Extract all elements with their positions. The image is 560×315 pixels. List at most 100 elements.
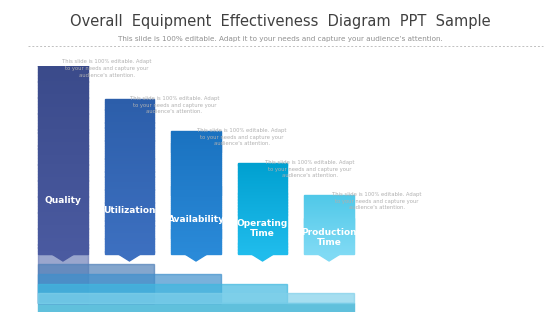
Bar: [171, 139, 221, 141]
Bar: [38, 69, 88, 72]
Bar: [38, 84, 88, 88]
Bar: [171, 235, 221, 238]
Bar: [237, 242, 287, 243]
Bar: [171, 166, 221, 168]
Bar: [171, 164, 221, 166]
Bar: [171, 223, 221, 226]
Bar: [304, 230, 354, 232]
Bar: [38, 100, 88, 104]
Bar: [171, 141, 221, 144]
Bar: [105, 187, 155, 190]
Bar: [38, 113, 88, 117]
Bar: [171, 221, 221, 223]
Bar: [38, 177, 88, 180]
Bar: [38, 161, 88, 165]
Bar: [304, 196, 354, 197]
Bar: [38, 139, 88, 142]
Bar: [38, 171, 88, 174]
Bar: [171, 197, 221, 199]
Bar: [304, 240, 354, 241]
Bar: [38, 107, 88, 110]
Bar: [105, 192, 155, 195]
Bar: [237, 251, 287, 253]
Bar: [304, 223, 354, 225]
Bar: [105, 153, 155, 156]
Bar: [38, 75, 88, 78]
Bar: [237, 239, 287, 240]
Bar: [237, 215, 287, 216]
Bar: [237, 186, 287, 187]
Bar: [304, 242, 354, 243]
Bar: [38, 88, 88, 91]
Bar: [105, 130, 155, 133]
Bar: [171, 201, 221, 203]
Bar: [237, 245, 287, 247]
Bar: [237, 175, 287, 177]
Bar: [171, 211, 221, 213]
Bar: [304, 195, 354, 196]
Bar: [38, 152, 88, 155]
Bar: [38, 228, 88, 232]
Bar: [105, 200, 155, 203]
Bar: [38, 94, 88, 98]
Bar: [38, 62, 88, 66]
Bar: [38, 187, 88, 190]
Bar: [237, 226, 287, 228]
Bar: [237, 204, 287, 206]
Bar: [237, 243, 287, 245]
Bar: [237, 163, 287, 165]
Bar: [171, 174, 221, 176]
Bar: [304, 208, 354, 209]
Bar: [105, 120, 155, 123]
Bar: [38, 206, 88, 209]
Bar: [38, 91, 88, 94]
Bar: [105, 146, 155, 148]
Bar: [237, 190, 287, 192]
Bar: [38, 126, 88, 129]
Bar: [171, 225, 221, 227]
Bar: [38, 241, 88, 244]
Bar: [38, 168, 88, 171]
Bar: [304, 245, 354, 246]
Bar: [304, 244, 354, 245]
Bar: [105, 161, 155, 164]
Bar: [171, 133, 221, 135]
Bar: [237, 248, 287, 249]
Bar: [237, 246, 287, 248]
Bar: [105, 125, 155, 128]
Bar: [105, 128, 155, 130]
Bar: [38, 123, 88, 126]
Bar: [304, 199, 354, 200]
Bar: [105, 197, 155, 200]
Bar: [105, 107, 155, 110]
Bar: [105, 184, 155, 187]
Bar: [304, 217, 354, 219]
Bar: [237, 193, 287, 195]
Bar: [105, 202, 155, 205]
Bar: [38, 225, 88, 229]
Bar: [237, 181, 287, 183]
Bar: [171, 162, 221, 164]
Bar: [105, 231, 155, 233]
Bar: [105, 195, 155, 198]
Bar: [304, 235, 354, 237]
Bar: [237, 236, 287, 238]
Bar: [304, 253, 354, 254]
Bar: [171, 149, 221, 152]
Bar: [304, 215, 354, 217]
Bar: [237, 192, 287, 193]
Bar: [105, 210, 155, 213]
Bar: [171, 203, 221, 205]
Bar: [38, 120, 88, 123]
Polygon shape: [52, 254, 74, 261]
Bar: [304, 211, 354, 212]
Text: This slide is 100% editable. Adapt
to your needs and capture your
audience's att: This slide is 100% editable. Adapt to yo…: [333, 192, 422, 210]
Bar: [237, 222, 287, 224]
Bar: [105, 169, 155, 172]
Bar: [304, 232, 354, 233]
Bar: [237, 240, 287, 242]
Bar: [171, 229, 221, 232]
Text: Quality: Quality: [44, 196, 81, 205]
Bar: [304, 251, 354, 252]
Bar: [38, 238, 88, 241]
